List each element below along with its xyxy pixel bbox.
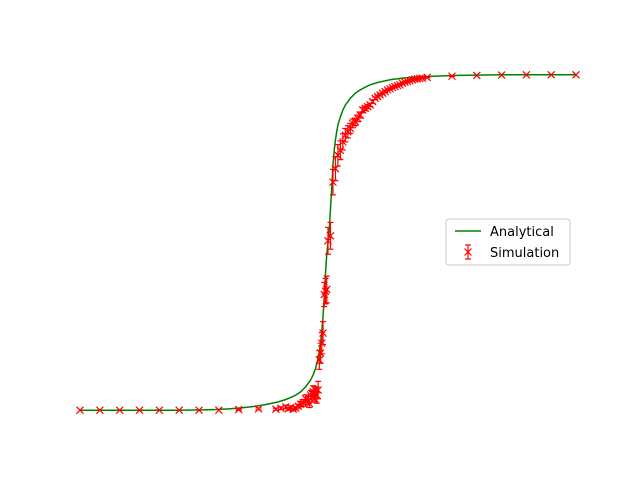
series-layer xyxy=(76,70,580,415)
simulation-point xyxy=(95,406,104,415)
simulation-point xyxy=(423,73,432,82)
simulation-point xyxy=(319,321,327,346)
simulation-point xyxy=(76,406,84,415)
simulation-point xyxy=(234,405,243,414)
simulation-point xyxy=(175,406,184,415)
simulation-point xyxy=(312,386,321,404)
simulation-point xyxy=(214,406,223,415)
simulation-point xyxy=(522,70,531,79)
simulation-point xyxy=(326,221,335,250)
simulation-point xyxy=(314,380,323,400)
simulation-point xyxy=(254,404,263,413)
legend-marker-simulation xyxy=(464,244,472,260)
simulation-point xyxy=(448,72,456,81)
simulation-point xyxy=(155,406,164,415)
simulation-point xyxy=(547,70,556,79)
legend-label-analytical: Analytical xyxy=(490,225,554,240)
simulation-point xyxy=(115,406,124,415)
legend-label-simulation: Simulation xyxy=(490,246,559,261)
simulation-point xyxy=(322,275,331,304)
simulation-point xyxy=(195,406,203,415)
simulation-point xyxy=(135,406,144,415)
simulation-point xyxy=(497,71,506,80)
legend: Analytical Simulation xyxy=(445,218,571,266)
simulation-point xyxy=(472,71,481,80)
simulation-point xyxy=(315,349,324,370)
simulation-point xyxy=(329,168,337,196)
simulation-point xyxy=(572,70,580,79)
